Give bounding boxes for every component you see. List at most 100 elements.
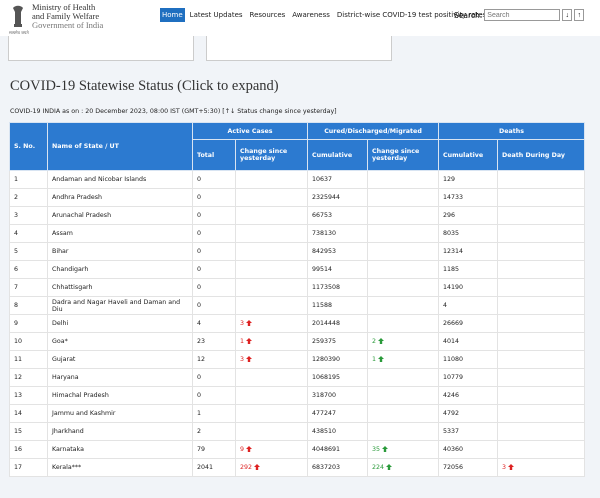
state-row[interactable]: 16 Karnataka 79 9 4048691 35 40360 bbox=[9, 440, 586, 459]
cell-text: 3 bbox=[14, 212, 19, 219]
cell bbox=[497, 260, 586, 279]
cell: 99514 bbox=[307, 260, 369, 279]
cell-text: 1 bbox=[372, 356, 377, 363]
cell bbox=[234, 404, 309, 423]
cell-text: 438510 bbox=[312, 428, 337, 435]
state-row[interactable]: 12 Haryana 0 1068195 10779 bbox=[9, 368, 586, 387]
cell bbox=[497, 170, 586, 189]
nav: Home Latest Updates Resources Awareness … bbox=[160, 8, 488, 22]
cell-text: 842953 bbox=[312, 248, 337, 255]
cell-text: 0 bbox=[197, 284, 202, 291]
cell-text: 738130 bbox=[312, 230, 337, 237]
cell-text: 10 bbox=[14, 338, 23, 345]
state-row[interactable]: 9 Delhi 4 3 2014448 26669 bbox=[9, 314, 586, 333]
state-row[interactable]: 17 Kerala*** 2041 292 6837203 224 72056 3 bbox=[9, 458, 586, 477]
cell-text: 72056 bbox=[443, 464, 464, 471]
nav-link[interactable]: Latest Updates bbox=[189, 11, 243, 19]
cell: 66753 bbox=[307, 206, 369, 225]
state-row[interactable]: 14 Jammu and Kashmir 1 477247 4792 bbox=[9, 404, 586, 423]
card bbox=[206, 36, 392, 61]
cell: 2325944 bbox=[307, 188, 369, 207]
cell-text: 6 bbox=[14, 266, 19, 273]
cell: 1 bbox=[367, 350, 440, 369]
cell: 3 bbox=[234, 314, 309, 333]
column-header: Cumulative bbox=[307, 139, 369, 171]
nav-link[interactable]: District-wise COVID-19 test positivity r… bbox=[336, 11, 487, 19]
cell-text: 0 bbox=[197, 230, 202, 237]
cell bbox=[497, 404, 586, 423]
subtitle: COVID-19 INDIA as on : 20 December 2023,… bbox=[10, 108, 337, 115]
cell: Dadra and Nagar Haveli and Daman and Diu bbox=[47, 296, 193, 315]
cell-text: Karnataka bbox=[52, 446, 84, 453]
cell bbox=[234, 296, 309, 315]
state-row[interactable]: 10 Goa* 23 1 259375 2 4014 bbox=[9, 332, 586, 351]
cell-text: 1185 bbox=[443, 266, 460, 273]
cell-text: 4048691 bbox=[312, 446, 341, 453]
cell bbox=[497, 368, 586, 387]
cell: 0 bbox=[192, 242, 236, 261]
state-row[interactable]: 8 Dadra and Nagar Haveli and Daman and Di… bbox=[9, 296, 586, 315]
cell: 842953 bbox=[307, 242, 369, 261]
cell-text: 11080 bbox=[443, 356, 464, 363]
cell-text: 1 bbox=[14, 176, 19, 183]
cell bbox=[367, 296, 440, 315]
cell bbox=[367, 224, 440, 243]
cell-text: 0 bbox=[197, 266, 202, 273]
cell: 4 bbox=[9, 224, 48, 243]
cell bbox=[497, 332, 586, 351]
cell: Haryana bbox=[47, 368, 193, 387]
up-arrow bbox=[246, 356, 253, 362]
state-row[interactable]: 15 Jharkhand 2 438510 5337 bbox=[9, 422, 586, 441]
sort-button[interactable]: ↓ bbox=[562, 9, 573, 21]
up-arrow bbox=[382, 446, 389, 452]
cell bbox=[234, 170, 309, 189]
cell: 318700 bbox=[307, 386, 369, 405]
cell-text: 5337 bbox=[443, 428, 460, 435]
cell-text: 0 bbox=[197, 374, 202, 381]
nav-link[interactable]: Home bbox=[160, 8, 185, 22]
cell-text: 3 bbox=[502, 464, 507, 471]
state-row[interactable]: 5 Bihar 0 842953 12314 bbox=[9, 242, 586, 261]
column-header: Cumulative bbox=[438, 139, 499, 171]
search-input[interactable] bbox=[484, 9, 561, 21]
cell bbox=[497, 188, 586, 207]
cell bbox=[497, 296, 586, 315]
cell: 35 bbox=[367, 440, 440, 459]
cell: 7 bbox=[9, 278, 48, 297]
cell bbox=[497, 206, 586, 225]
state-row[interactable]: 1 Andaman and Nicobar Islands 0 10637 129 bbox=[9, 170, 586, 189]
cell: 477247 bbox=[307, 404, 369, 423]
cell-text: 477247 bbox=[312, 410, 337, 417]
cell: 10 bbox=[9, 332, 48, 351]
state-row[interactable]: 4 Assam 0 738130 8035 bbox=[9, 224, 586, 243]
column-header: Death During Day bbox=[497, 139, 586, 171]
cell: 738130 bbox=[307, 224, 369, 243]
state-row[interactable]: 2 Andhra Pradesh 0 2325944 14733 bbox=[9, 188, 586, 207]
cell: 2041 bbox=[192, 458, 236, 477]
cell: 23 bbox=[192, 332, 236, 351]
sort-button[interactable]: ↑ bbox=[574, 9, 585, 21]
cell: 1 bbox=[9, 170, 48, 189]
cell: 2 bbox=[9, 188, 48, 207]
section-title[interactable]: COVID-19 Statewise Status (Click to expa… bbox=[10, 78, 279, 94]
state-row[interactable]: 7 Chhattisgarh 0 1173508 14190 bbox=[9, 278, 586, 297]
cell-text: Andaman and Nicobar Islands bbox=[52, 176, 147, 183]
state-row[interactable]: 6 Chandigarh 0 99514 1185 bbox=[9, 260, 586, 279]
cell-text: 2 bbox=[14, 194, 19, 201]
cell bbox=[234, 188, 309, 207]
cell-text: 3 bbox=[240, 356, 245, 363]
nav-link[interactable]: Awareness bbox=[292, 11, 330, 19]
cell: 79 bbox=[192, 440, 236, 459]
cell: 6 bbox=[9, 260, 48, 279]
state-row[interactable]: 13 Himachal Pradesh 0 318700 4246 bbox=[9, 386, 586, 405]
nav-link[interactable]: Resources bbox=[249, 11, 286, 19]
cell bbox=[234, 278, 309, 297]
cell: Chhattisgarh bbox=[47, 278, 193, 297]
cell: 8035 bbox=[438, 224, 499, 243]
cell: 11 bbox=[9, 350, 48, 369]
state-row[interactable]: 3 Arunachal Pradesh 0 66753 296 bbox=[9, 206, 586, 225]
cell-text: 6837203 bbox=[312, 464, 341, 471]
cell-text: 13 bbox=[14, 392, 23, 399]
state-row[interactable]: 11 Gujarat 12 3 1280390 1 11080 bbox=[9, 350, 586, 369]
